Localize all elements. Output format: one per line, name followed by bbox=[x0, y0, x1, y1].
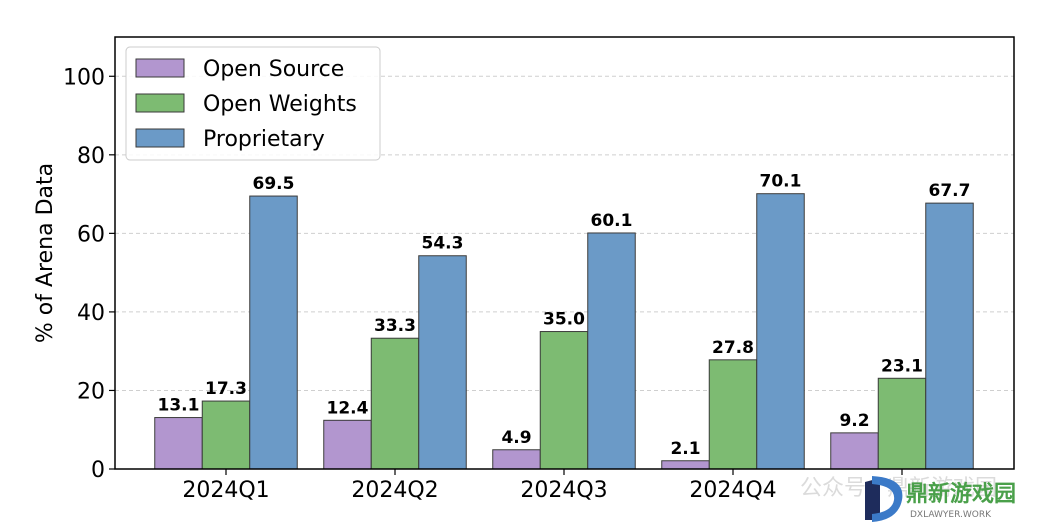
brand-logo-icon bbox=[865, 478, 880, 520]
data-labels: 13.117.3 69.5 12.4 33.3 54.3 4.9 35.0 60.1 2.1 27… bbox=[158, 172, 971, 459]
bar bbox=[877, 377, 927, 470]
bar bbox=[418, 255, 467, 470]
data-label: 17.3 bbox=[205, 379, 247, 399]
data-label: 9.2 bbox=[839, 411, 869, 431]
data-label: 69.5 bbox=[253, 174, 295, 194]
bar bbox=[830, 432, 879, 470]
x-tick-label: 2024Q3 bbox=[520, 478, 607, 503]
x-axis-ticks: 2024Q1 2024Q2 2024Q3 2024Q4 bbox=[182, 469, 903, 503]
data-label: 33.3 bbox=[374, 316, 416, 336]
bar bbox=[154, 417, 203, 470]
bar bbox=[492, 449, 541, 470]
legend-label: Open Weights bbox=[203, 92, 357, 117]
data-label: 4.9 bbox=[501, 428, 531, 448]
x-tick-label: 2024Q1 bbox=[182, 478, 269, 503]
y-axis-label: % of Arena Data bbox=[33, 163, 58, 343]
data-label: 12.4 bbox=[327, 398, 369, 418]
bar bbox=[925, 202, 974, 470]
bars bbox=[154, 193, 974, 470]
bar bbox=[708, 359, 758, 470]
legend-frame bbox=[125, 46, 381, 161]
legend: Open Source Open Weights Proprietary bbox=[125, 46, 381, 161]
data-label: 13.1 bbox=[158, 396, 200, 416]
x-tick-label: 2024Q2 bbox=[351, 478, 438, 503]
legend-swatch bbox=[135, 128, 185, 148]
data-label: 2.1 bbox=[670, 439, 700, 459]
legend-swatch bbox=[135, 58, 185, 78]
brand-logo: 鼎新游戏园 DXLAWYER.WORK bbox=[865, 476, 1016, 522]
bar bbox=[539, 331, 589, 470]
data-label: 54.3 bbox=[422, 234, 464, 254]
bar bbox=[661, 460, 710, 470]
y-axis-ticks: 0 20 40 60 80 100 bbox=[63, 65, 115, 483]
data-label: 67.7 bbox=[929, 181, 971, 201]
bar bbox=[756, 193, 805, 470]
brand-name: 鼎新游戏园 bbox=[906, 481, 1016, 507]
data-label: 35.0 bbox=[543, 310, 585, 330]
data-label: 70.1 bbox=[760, 172, 802, 192]
y-tick-label: 0 bbox=[91, 458, 105, 483]
legend-swatch bbox=[135, 93, 185, 113]
legend-label: Proprietary bbox=[203, 127, 325, 152]
data-label: 23.1 bbox=[881, 356, 923, 376]
data-label: 27.8 bbox=[712, 338, 754, 358]
y-tick-label: 100 bbox=[63, 65, 105, 90]
data-label: 60.1 bbox=[591, 211, 633, 231]
y-tick-label: 20 bbox=[77, 379, 105, 404]
legend-label: Open Source bbox=[203, 57, 344, 82]
bar bbox=[249, 195, 298, 470]
bar bbox=[323, 419, 372, 470]
bar bbox=[201, 400, 251, 470]
y-tick-label: 80 bbox=[77, 144, 105, 169]
y-tick-label: 40 bbox=[77, 301, 105, 326]
bar bbox=[587, 232, 636, 470]
x-tick-label: 2024Q4 bbox=[689, 478, 776, 503]
brand-url: DXLAWYER.WORK bbox=[910, 510, 992, 520]
bar bbox=[370, 337, 420, 470]
y-tick-label: 60 bbox=[77, 222, 105, 247]
brand-logo-icon bbox=[872, 476, 903, 522]
